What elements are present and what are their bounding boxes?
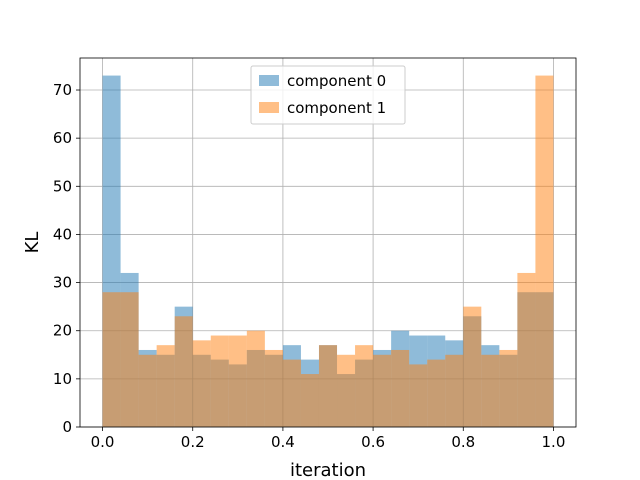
- y-tick-label: 20: [53, 322, 72, 340]
- x-tick-label: 0.4: [271, 433, 295, 451]
- x-tick-label: 0.2: [181, 433, 205, 451]
- y-axis-label: KL: [22, 232, 43, 254]
- x-tick-label: 0.6: [361, 433, 385, 451]
- x-tick-label: 1.0: [542, 433, 566, 451]
- histogram-bar: [300, 374, 319, 427]
- legend-label: component 0: [287, 72, 386, 90]
- histogram-bar: [409, 364, 428, 427]
- y-tick-label: 0: [62, 418, 72, 436]
- histogram-bar: [102, 292, 121, 427]
- histogram-bar: [228, 335, 247, 427]
- histogram-bar: [391, 349, 410, 427]
- legend-label: component 1: [287, 99, 386, 117]
- axes-frame: [79, 57, 577, 428]
- histogram-bar: [264, 349, 283, 427]
- y-axis-ticks: 0 10 20 30 40 50 60 70: [53, 81, 80, 436]
- histogram-bar: [535, 75, 554, 428]
- histogram-bar: [138, 354, 157, 427]
- histogram-bar: [427, 359, 446, 427]
- histogram-bar: [499, 349, 518, 427]
- legend-swatch: [259, 75, 279, 86]
- histogram-bar: [246, 330, 265, 427]
- histogram-bar: [318, 345, 338, 427]
- histogram-bar: [355, 345, 374, 427]
- histogram-bar: [517, 272, 536, 427]
- y-tick-label: 30: [53, 274, 72, 292]
- histogram-bar: [481, 354, 500, 427]
- histogram-bar: [337, 354, 356, 427]
- bars-layer: [102, 75, 554, 428]
- histogram-bar: [174, 316, 193, 427]
- x-axis-ticks: 0.0 0.2 0.4 0.6 0.8 1.0: [91, 427, 566, 451]
- x-axis-label: iteration: [290, 460, 366, 480]
- histogram-bar: [463, 306, 482, 427]
- y-tick-label: 40: [53, 225, 72, 243]
- y-tick-label: 10: [53, 370, 72, 388]
- histogram-bar: [282, 359, 301, 427]
- legend-box: [250, 65, 406, 125]
- histogram-bar: [156, 345, 175, 427]
- histogram-bar: [120, 292, 139, 427]
- legend: component 0 component 1: [250, 65, 406, 125]
- series-1-bars: [102, 75, 554, 428]
- histogram-bar: [445, 354, 464, 427]
- x-tick-label: 0.8: [451, 433, 475, 451]
- y-tick-label: 60: [53, 129, 72, 147]
- y-tick-label: 50: [53, 177, 72, 195]
- histogram-bar: [373, 354, 392, 427]
- histogram-bar: [192, 340, 211, 427]
- x-tick-label: 0.0: [91, 433, 115, 451]
- histogram-bar: [210, 335, 229, 427]
- legend-swatch: [259, 102, 279, 113]
- y-tick-label: 70: [53, 81, 72, 99]
